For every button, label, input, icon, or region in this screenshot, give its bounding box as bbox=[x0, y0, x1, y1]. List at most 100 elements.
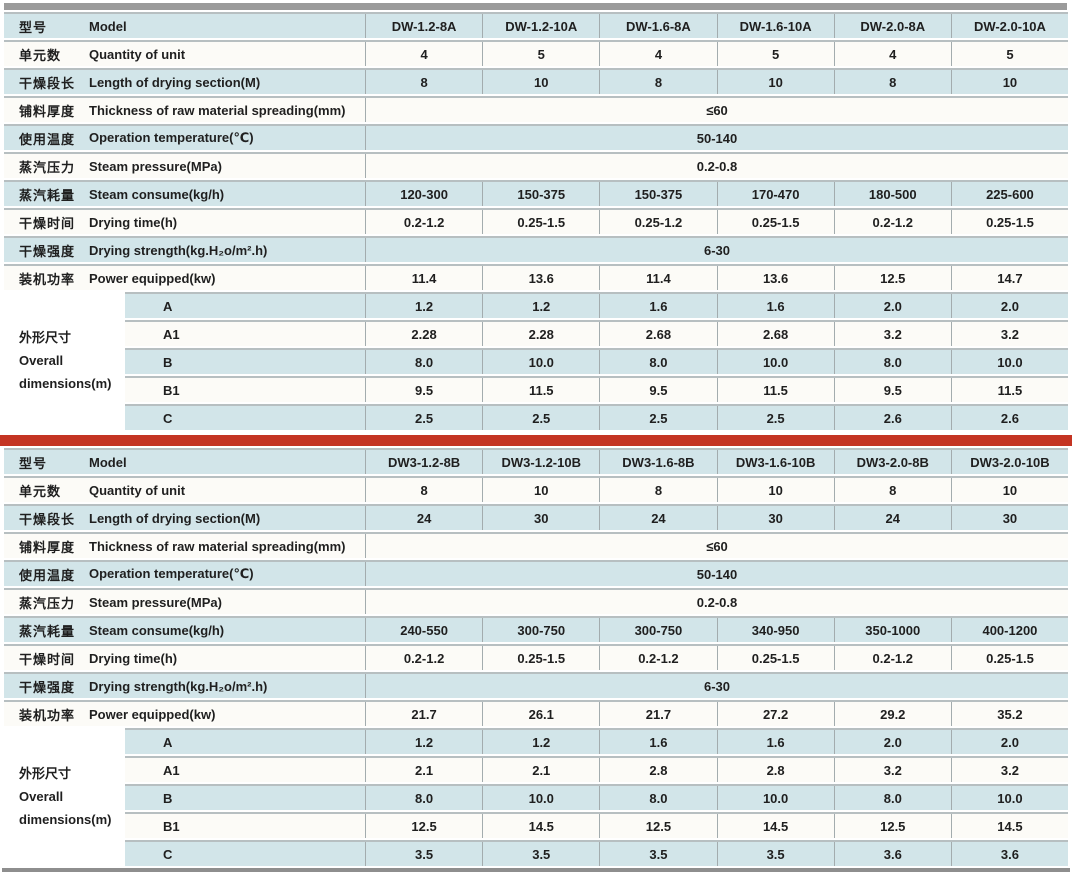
row-cells: 11.4 13.6 11.4 13.6 12.5 14.7 bbox=[366, 266, 1068, 290]
dimension-row-label: C bbox=[125, 842, 366, 866]
row-label-en: Drying strength(kg.H₂o/m².h) bbox=[89, 242, 268, 258]
dimension-row: A 1.2 1.2 1.6 1.6 2.0 2.0 bbox=[125, 294, 1068, 318]
row-label: 干燥时间 Drying time(h) bbox=[4, 210, 366, 234]
dimension-row-label: B bbox=[125, 786, 366, 810]
dimension-row: A1 2.1 2.1 2.8 2.8 3.2 3.2 bbox=[125, 758, 1068, 782]
value-cell: 0.2-1.2 bbox=[599, 646, 716, 670]
value-cell: 10 bbox=[716, 478, 834, 502]
value-cell: 1.2 bbox=[482, 730, 599, 754]
row-label-en: Thickness of raw material spreading(mm) bbox=[89, 102, 346, 118]
row-label: 型号 Model bbox=[4, 14, 366, 38]
value-cell: 2.8 bbox=[716, 758, 834, 782]
value-cell: 3.5 bbox=[716, 842, 834, 866]
value-cell: 8 bbox=[599, 70, 716, 94]
row-cells: 0.2-1.2 0.25-1.5 0.25-1.2 0.25-1.5 0.2-1.2 0.… bbox=[366, 210, 1068, 234]
row-cells: 21.7 26.1 21.7 27.2 29.2 35.2 bbox=[366, 702, 1068, 726]
value-cell: 10.0 bbox=[716, 786, 834, 810]
value-cell: 2.0 bbox=[950, 294, 1068, 318]
value-cell: 300-750 bbox=[482, 618, 599, 642]
row-label-zh: 干燥强度 bbox=[19, 243, 76, 259]
dimension-row-label: B bbox=[125, 350, 366, 374]
value-cell: 14.5 bbox=[950, 814, 1068, 838]
value-cell: 2.68 bbox=[599, 322, 716, 346]
table-row: 装机功率 Power equipped(kw) 11.4 13.6 11.4 13.6 12… bbox=[4, 266, 1068, 290]
value-cell: DW3-1.2-10B bbox=[482, 450, 599, 474]
row-label-en: Steam pressure(MPa) bbox=[89, 158, 222, 174]
value-cell: 225-600 bbox=[950, 182, 1068, 206]
value-cell: 3.2 bbox=[950, 322, 1068, 346]
value-cell: 0.2-1.2 bbox=[403, 214, 445, 230]
row-cells: ≤60 bbox=[366, 534, 1068, 558]
value-cell: 2.28 bbox=[411, 326, 437, 342]
value-cell: 1.6 bbox=[599, 730, 716, 754]
row-label-en: Steam pressure(MPa) bbox=[89, 594, 222, 610]
value-cell: 150-375 bbox=[482, 182, 599, 206]
value-cell: 3.2 bbox=[833, 758, 951, 782]
row-label: 蒸汽压力 Steam pressure(MPa) bbox=[4, 154, 366, 178]
value-cell: 24 bbox=[416, 510, 432, 526]
value-cell: 8 bbox=[833, 478, 951, 502]
row-label-en: Quantity of unit bbox=[89, 482, 186, 498]
row-label-en: Thickness of raw material spreading(mm) bbox=[89, 538, 346, 554]
row-label: 使用温度 Operation temperature(℃) bbox=[4, 126, 366, 150]
value-cell: 0.25-1.5 bbox=[950, 646, 1068, 670]
dimension-row-label: A bbox=[125, 730, 366, 754]
value-cell: 300-750 bbox=[599, 618, 716, 642]
row-label: 装机功率 Power equipped(kw) bbox=[4, 266, 366, 290]
row-label-zh: 蒸汽压力 bbox=[19, 595, 76, 611]
table-row: 蒸汽压力 Steam pressure(MPa) 0.2-0.8 bbox=[4, 154, 1068, 178]
row-cells: 240-550 300-750 300-750 340-950 350-1000 400-… bbox=[366, 618, 1068, 642]
dimension-row-label: A1 bbox=[125, 758, 366, 782]
table-row: 干燥强度 Drying strength(kg.H₂o/m².h) 6-30 bbox=[4, 238, 1068, 262]
value-cell: 8.0 bbox=[833, 350, 951, 374]
value-cell: 0.25-1.5 bbox=[716, 646, 834, 670]
dimension-row: B 8.0 10.0 8.0 10.0 8.0 10.0 bbox=[125, 786, 1068, 810]
value-cell: 5 bbox=[482, 42, 599, 66]
value-cell: 35.2 bbox=[950, 702, 1068, 726]
row-label: 干燥强度 Drying strength(kg.H₂o/m².h) bbox=[4, 674, 366, 698]
row-cells: 2.5 2.5 2.5 2.5 2.6 2.6 bbox=[366, 406, 1068, 430]
section-divider-bar bbox=[0, 435, 1072, 446]
value-cell: 1.2 bbox=[415, 734, 434, 750]
value-cell: 2.5 bbox=[482, 406, 599, 430]
value-cell: DW3-1.2-8B bbox=[387, 454, 461, 470]
value-cell: 170-470 bbox=[716, 182, 834, 206]
row-cells: 9.5 11.5 9.5 11.5 9.5 11.5 bbox=[366, 378, 1068, 402]
row-cells: 8 10 8 10 8 10 bbox=[366, 70, 1068, 94]
value-cell: 0.25-1.5 bbox=[482, 646, 599, 670]
dimension-row: C 3.5 3.5 3.5 3.5 3.6 3.6 bbox=[125, 842, 1068, 866]
value-cell: 8 bbox=[599, 478, 716, 502]
row-cells: DW-1.2-8A DW-1.2-10A DW-1.6-8A DW-1.6-10A DW… bbox=[366, 14, 1068, 38]
value-cell: 2.1 bbox=[482, 758, 599, 782]
table-row: 使用温度 Operation temperature(℃) 50-140 bbox=[4, 126, 1068, 150]
row-label-zh: 装机功率 bbox=[19, 707, 76, 723]
value-cell: 10.0 bbox=[482, 350, 599, 374]
merged-value-cell: ≤60 bbox=[706, 102, 728, 118]
merged-value-cell: 6-30 bbox=[703, 242, 731, 258]
value-cell: 0.25-1.5 bbox=[716, 210, 834, 234]
table-row: 型号 Model DW-1.2-8A DW-1.2-10A DW-1.6-8A DW-1.… bbox=[4, 14, 1068, 38]
value-cell: 0.25-1.5 bbox=[482, 210, 599, 234]
value-cell: 1.2 bbox=[482, 294, 599, 318]
row-label-en: Steam consume(kg/h) bbox=[89, 622, 225, 638]
value-cell: 12.5 bbox=[833, 814, 951, 838]
dimension-row: B1 9.5 11.5 9.5 11.5 9.5 11.5 bbox=[125, 378, 1068, 402]
value-cell: 27.2 bbox=[716, 702, 834, 726]
value-cell: 3.5 bbox=[415, 846, 434, 862]
value-cell: 180-500 bbox=[833, 182, 951, 206]
row-label-zh: 使用温度 bbox=[19, 567, 76, 583]
dimension-row: A 1.2 1.2 1.6 1.6 2.0 2.0 bbox=[125, 730, 1068, 754]
value-cell: 14.7 bbox=[950, 266, 1068, 290]
row-label: 干燥时间 Drying time(h) bbox=[4, 646, 366, 670]
value-cell: 12.5 bbox=[599, 814, 716, 838]
value-cell: DW-1.6-8A bbox=[599, 14, 716, 38]
row-cells: 1.2 1.2 1.6 1.6 2.0 2.0 bbox=[366, 730, 1068, 754]
value-cell: 10.0 bbox=[950, 350, 1068, 374]
row-label: 单元数 Quantity of unit bbox=[4, 42, 366, 66]
row-label-zh: 干燥强度 bbox=[19, 679, 76, 695]
row-label-en: Power equipped(kw) bbox=[89, 270, 216, 286]
dimensions-label: 外形尺寸 Overall dimensions(m) bbox=[4, 726, 125, 866]
dimensions-label-en: dimensions(m) bbox=[19, 811, 112, 827]
value-cell: 2.0 bbox=[833, 294, 951, 318]
